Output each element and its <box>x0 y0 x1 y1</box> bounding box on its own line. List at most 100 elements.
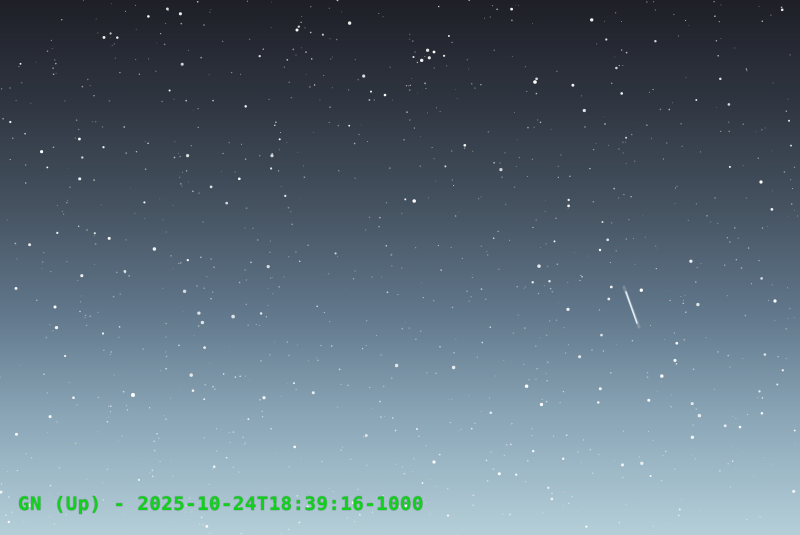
star <box>595 142 597 145</box>
star <box>559 401 561 404</box>
star <box>221 170 222 172</box>
star <box>549 320 551 322</box>
star <box>14 286 18 290</box>
star <box>669 291 671 292</box>
star <box>336 406 339 408</box>
star <box>187 181 189 183</box>
star <box>109 32 112 35</box>
star <box>292 48 295 51</box>
star <box>316 305 319 308</box>
star <box>228 141 230 144</box>
star <box>770 14 772 16</box>
star <box>523 363 525 366</box>
star <box>573 501 575 503</box>
star <box>380 354 382 356</box>
star <box>14 242 17 245</box>
star <box>719 470 721 472</box>
star <box>48 493 50 495</box>
star <box>85 324 88 327</box>
star <box>609 285 613 289</box>
star <box>283 276 285 278</box>
star <box>425 445 427 447</box>
star <box>442 54 446 57</box>
star <box>531 428 533 430</box>
star <box>787 317 789 319</box>
star <box>181 185 183 187</box>
star <box>200 320 205 325</box>
star <box>742 165 744 167</box>
star <box>660 374 664 378</box>
star <box>89 85 91 87</box>
star <box>646 376 649 378</box>
star <box>524 286 526 288</box>
star <box>563 327 565 329</box>
star <box>379 216 381 219</box>
star <box>461 257 464 260</box>
star <box>212 99 214 102</box>
star <box>204 383 206 386</box>
star <box>266 487 268 489</box>
star <box>244 158 247 160</box>
star <box>716 106 718 108</box>
star <box>331 56 333 58</box>
star <box>545 400 548 403</box>
star <box>277 170 280 172</box>
star <box>662 158 664 160</box>
star <box>197 311 201 315</box>
star <box>625 503 627 506</box>
star <box>648 430 649 432</box>
star <box>390 253 393 256</box>
star <box>528 379 530 381</box>
star <box>746 413 749 416</box>
star <box>480 288 483 290</box>
star <box>497 230 499 233</box>
star <box>700 151 702 153</box>
star <box>259 398 261 401</box>
star <box>351 476 353 478</box>
star <box>601 220 604 224</box>
star <box>119 71 121 74</box>
star <box>43 251 45 254</box>
star <box>398 505 401 507</box>
star <box>439 345 441 348</box>
star <box>287 354 290 357</box>
star <box>49 324 51 326</box>
star <box>286 59 289 61</box>
star <box>123 514 125 515</box>
star <box>228 431 231 434</box>
star <box>109 353 112 356</box>
star <box>94 243 97 245</box>
star <box>320 344 322 347</box>
star <box>270 277 272 279</box>
star <box>240 532 242 535</box>
star <box>153 449 156 452</box>
star <box>54 325 59 330</box>
star <box>385 202 387 204</box>
star <box>705 337 707 339</box>
star <box>792 489 796 493</box>
star <box>79 301 82 303</box>
star <box>352 278 355 280</box>
star <box>40 150 44 154</box>
star <box>102 482 104 484</box>
star <box>134 4 137 6</box>
star <box>35 61 37 63</box>
star <box>758 259 760 262</box>
star <box>189 373 193 377</box>
star <box>8 496 10 498</box>
star <box>20 81 23 84</box>
bright-star <box>53 305 57 309</box>
star <box>163 43 166 46</box>
star <box>622 141 624 144</box>
star <box>209 11 211 13</box>
star <box>81 85 84 88</box>
star <box>609 372 612 374</box>
star <box>740 267 743 269</box>
star <box>77 128 80 131</box>
star <box>77 137 81 141</box>
star <box>614 56 616 58</box>
star <box>142 348 144 350</box>
star <box>533 126 535 129</box>
star <box>567 282 569 284</box>
